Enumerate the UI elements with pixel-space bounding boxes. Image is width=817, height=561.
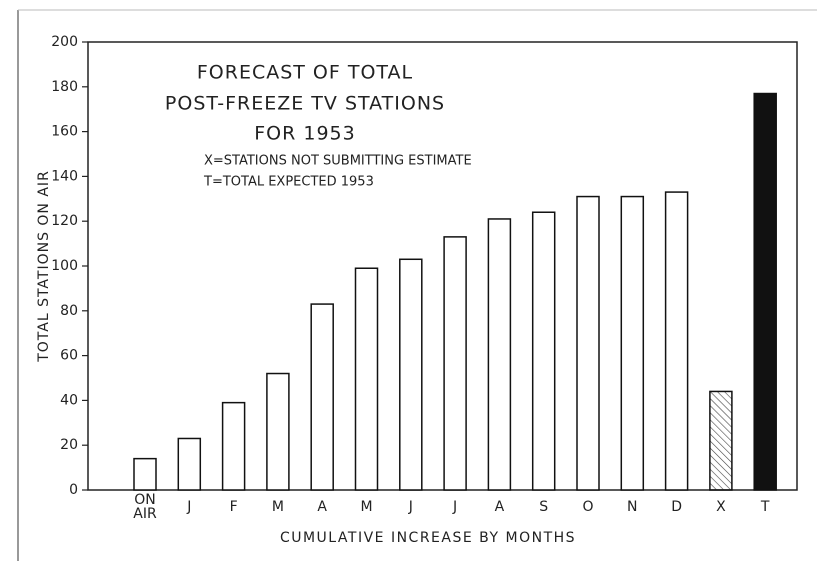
bar xyxy=(266,372,290,491)
y-tick-label: 120 xyxy=(51,213,78,229)
x-tick-label: F xyxy=(230,499,238,515)
y-tick-label: 40 xyxy=(60,392,78,408)
x-tick-label: D xyxy=(671,499,682,515)
bar xyxy=(177,437,202,491)
bar xyxy=(133,457,157,491)
bar xyxy=(709,390,733,491)
chart-title: FOR 1953 xyxy=(254,123,355,145)
x-tick-label: T xyxy=(760,499,770,515)
y-tick-label: 140 xyxy=(51,168,78,184)
y-tick-label: 20 xyxy=(60,437,78,453)
bar xyxy=(753,92,777,491)
chart-title: FORECAST OF TOTAL xyxy=(197,62,413,84)
y-tick-label: 100 xyxy=(51,258,78,274)
x-tick-label: J xyxy=(186,499,191,515)
x-tick-label: N xyxy=(627,499,637,515)
y-tick-label: 160 xyxy=(51,124,78,140)
y-tick-label: 60 xyxy=(60,348,78,364)
x-tick-label: M xyxy=(360,499,372,515)
bar xyxy=(443,236,467,491)
x-tick-label: J xyxy=(408,499,413,515)
x-tick-label: M xyxy=(272,499,284,515)
bar xyxy=(664,191,689,491)
bar xyxy=(221,401,246,491)
x-tick-label: ON AIR xyxy=(133,492,157,522)
x-tick-label: O xyxy=(582,499,593,515)
x-tick-label: A xyxy=(317,499,327,515)
x-tick-label: S xyxy=(539,499,548,515)
y-tick-label: 0 xyxy=(69,482,78,498)
bar xyxy=(354,267,379,491)
bar xyxy=(531,211,556,491)
x-tick-label: J xyxy=(452,499,457,515)
annotation: T=TOTAL EXPECTED 1953 xyxy=(203,175,374,190)
bar xyxy=(487,218,512,491)
bar xyxy=(399,258,423,491)
x-tick-label: X xyxy=(716,499,726,515)
y-tick-label: 180 xyxy=(51,79,78,95)
chart-title: POST-FREEZE TV STATIONS xyxy=(165,93,445,115)
y-tick-label: 200 xyxy=(51,34,78,50)
y-axis-label: TOTAL STATIONS ON AIR xyxy=(36,170,52,363)
y-tick-label: 80 xyxy=(60,303,78,319)
bar xyxy=(620,195,645,491)
bar xyxy=(576,195,600,491)
x-tick-label: A xyxy=(495,499,505,515)
annotation: X=STATIONS NOT SUBMITTING ESTIMATE xyxy=(204,154,472,169)
x-axis-label: CUMULATIVE INCREASE BY MONTHS xyxy=(280,530,576,546)
bar xyxy=(310,303,334,491)
